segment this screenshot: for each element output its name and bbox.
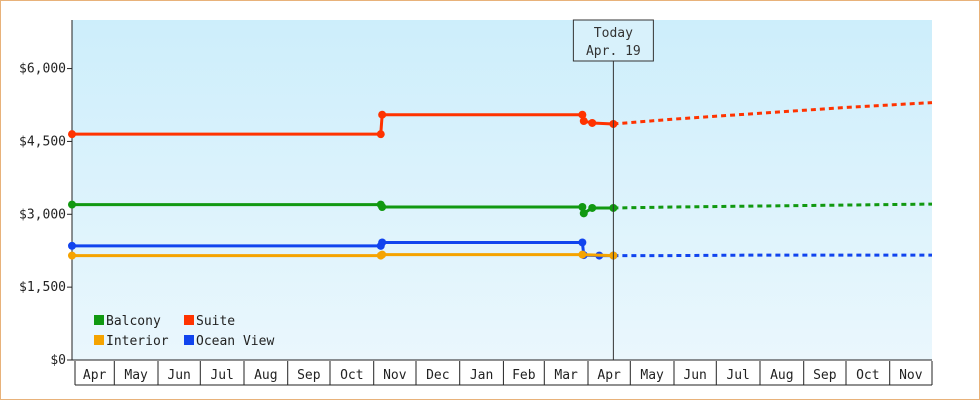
data-point xyxy=(68,241,76,250)
series-layer xyxy=(68,101,933,260)
x-tick-label: Jul xyxy=(210,368,233,383)
data-point xyxy=(378,203,387,211)
x-tick-label: Apr xyxy=(83,368,107,383)
x-tick-label: Sep xyxy=(297,368,321,383)
x-tick-label: Jun xyxy=(683,368,706,383)
series-line xyxy=(72,253,614,258)
legend-swatch xyxy=(94,315,104,325)
forecast-line xyxy=(613,202,933,210)
x-tick-label: Jul xyxy=(726,368,749,383)
plot-background xyxy=(72,20,932,360)
today-box xyxy=(572,19,654,62)
legend-label: Suite xyxy=(196,314,235,329)
legend-swatch xyxy=(94,335,104,345)
data-point xyxy=(578,110,587,119)
data-point xyxy=(578,203,587,211)
data-point xyxy=(68,130,76,139)
x-tick-label: Mar xyxy=(554,368,578,383)
data-point xyxy=(378,238,387,247)
y-tick-label: $4,500 xyxy=(19,134,66,149)
x-tick-label: May xyxy=(640,368,664,383)
forecast-line xyxy=(613,101,933,126)
legend-label: Balcony xyxy=(106,314,161,329)
today-date-label: Apr. 19 xyxy=(586,44,641,59)
x-tick-label: Nov xyxy=(383,368,407,383)
data-point xyxy=(579,117,588,126)
x-tick-label: Oct xyxy=(340,368,363,383)
x-tick-label: Jun xyxy=(167,368,190,383)
x-tick-label: Feb xyxy=(512,368,536,383)
y-tick-label: $0 xyxy=(50,353,66,368)
x-tick-label: Oct xyxy=(856,368,879,383)
today-label: Today xyxy=(594,26,633,41)
x-tick-label: Aug xyxy=(254,368,277,383)
y-axis: $0 $1,500 $3,000 $4,500 $6,000 xyxy=(19,20,73,368)
y-tick-label: $1,500 xyxy=(19,280,66,295)
x-tick-label: Aug xyxy=(770,368,793,383)
legend-label: Ocean View xyxy=(196,334,274,349)
series-interior xyxy=(68,250,618,260)
x-tick-label: Dec xyxy=(426,368,449,383)
legend-swatch xyxy=(184,315,194,325)
legend-swatch xyxy=(184,335,194,345)
legend-label: Interior xyxy=(106,334,169,349)
data-point xyxy=(588,118,597,127)
x-axis: Apr May Jun Jul Aug Sep Oct Nov Dec Jan Feb Mar Apr M… xyxy=(72,359,933,386)
data-point xyxy=(378,110,387,119)
today-marker: Today Apr. 19 xyxy=(572,19,654,360)
legend: Balcony Suite Interior Ocean View xyxy=(94,314,274,349)
data-point xyxy=(578,250,587,259)
data-point xyxy=(378,250,387,259)
series-balcony xyxy=(68,200,933,218)
data-point xyxy=(588,203,597,212)
x-tick-label: May xyxy=(124,368,148,383)
x-tick-label: Jan xyxy=(470,368,493,383)
data-point xyxy=(68,200,76,209)
data-point xyxy=(579,209,588,218)
data-point xyxy=(68,251,76,260)
data-point xyxy=(578,238,587,247)
series-suite xyxy=(68,101,933,139)
y-tick-label: $6,000 xyxy=(19,62,66,77)
y-tick-label: $3,000 xyxy=(19,207,66,222)
x-tick-label: Nov xyxy=(899,368,923,383)
x-tick-label: Apr xyxy=(597,368,621,383)
data-point xyxy=(376,130,385,139)
x-tick-label: Sep xyxy=(813,368,837,383)
